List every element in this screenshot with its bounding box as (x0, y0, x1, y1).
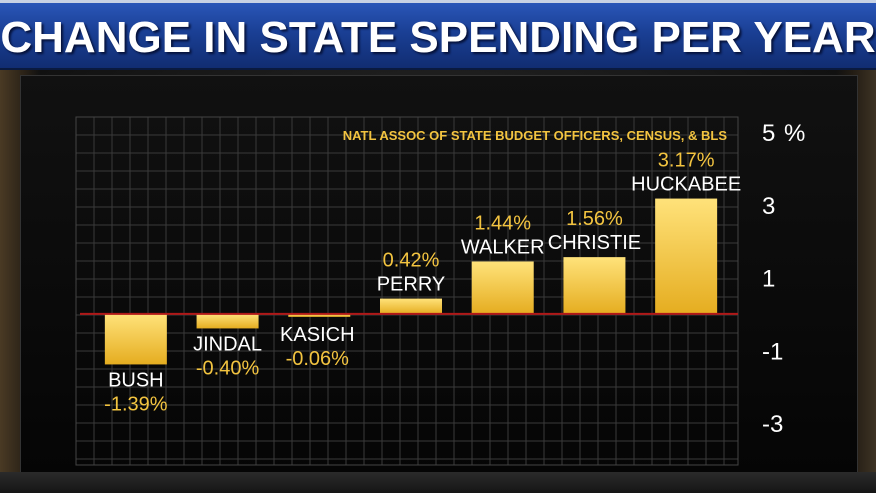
bar-christie (563, 257, 626, 314)
bottom-bar (0, 472, 876, 493)
bar-label-bush: BUSH (108, 369, 164, 391)
bar-label-huckabee: HUCKABEE (631, 174, 741, 196)
bar-bush (104, 313, 167, 365)
bar-label-perry: PERRY (377, 274, 446, 296)
bar-huckabee (655, 198, 718, 314)
bar-kasich (288, 313, 351, 317)
y-tick-label: -3 (762, 411, 783, 438)
title-banner: CHANGE IN STATE SPENDING PER YEAR (0, 0, 876, 70)
bar-label-kasich: KASICH (280, 324, 354, 346)
y-axis-ticks: 5 3 1 -1 -3% (762, 120, 805, 438)
bars (104, 198, 718, 365)
chart-title: CHANGE IN STATE SPENDING PER YEAR (0, 13, 876, 62)
bar-value-kasich: -0.06% (286, 348, 350, 370)
gridlines (76, 117, 738, 465)
y-tick-label: -1 (762, 338, 783, 365)
source-label: NATL ASSOC OF STATE BUDGET OFFICERS, CEN… (343, 128, 728, 143)
bar-jindal (196, 313, 259, 329)
y-tick-label: 1 (762, 266, 775, 293)
plot-frame (75, 116, 739, 466)
bar-label-christie: CHRISTIE (548, 232, 641, 254)
bar-value-walker: 1.44% (474, 212, 531, 234)
bar-value-huckabee: 3.17% (658, 150, 715, 172)
y-tick-label: 5 (762, 120, 775, 147)
bar-label-jindal: JINDAL (193, 333, 262, 355)
bar-label-walker: WALKER (461, 236, 545, 258)
y-tick-label: 3 (762, 193, 775, 220)
bar-value-perry: 0.42% (383, 250, 440, 272)
bar-value-christie: 1.56% (566, 208, 623, 230)
bar-value-bush: -1.39% (104, 393, 168, 415)
bar-value-jindal: -0.40% (196, 357, 260, 379)
chart-panel (20, 75, 858, 475)
bar-walker (471, 261, 534, 314)
bar-perry (380, 298, 442, 314)
y-unit-label: % (784, 120, 805, 147)
bar-labels: BUSH-1.39% JINDAL-0.40% KASICH-0.06% PERRY0… (104, 150, 741, 416)
